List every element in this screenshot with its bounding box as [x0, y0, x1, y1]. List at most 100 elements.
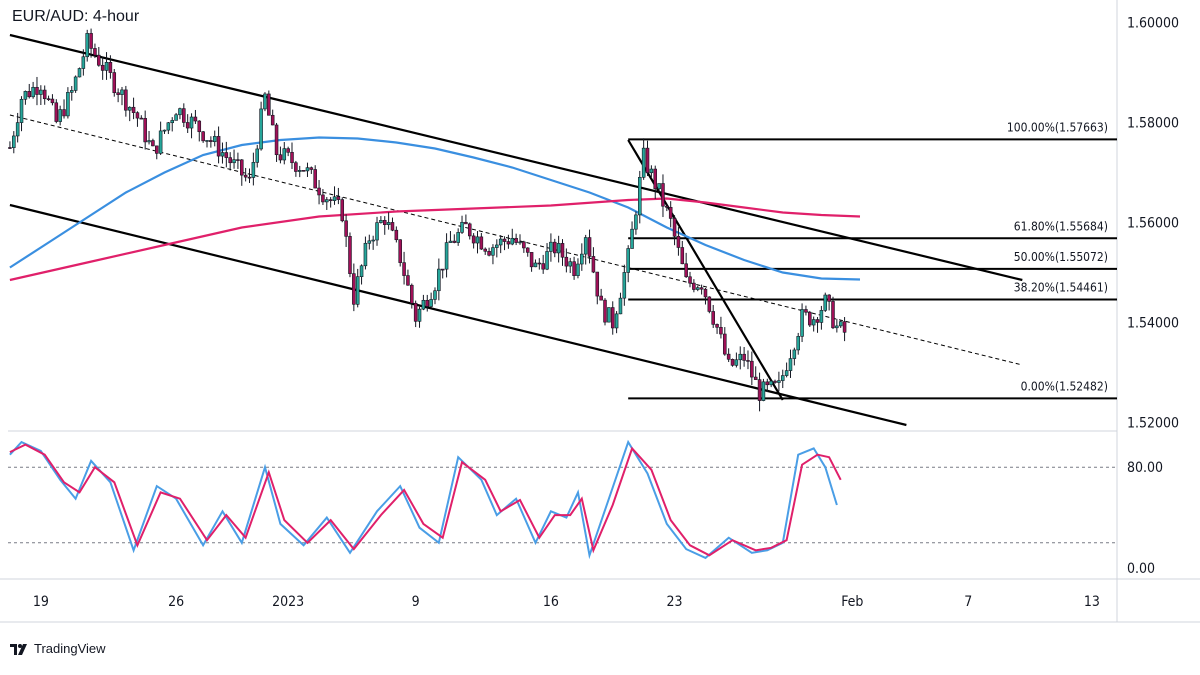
candle — [773, 379, 777, 384]
candle — [359, 264, 364, 285]
candle-body — [460, 221, 464, 233]
candle — [595, 271, 600, 305]
candle-body — [827, 294, 831, 302]
candle — [568, 257, 572, 274]
candle — [97, 46, 101, 67]
trendline-steep-trendline — [627, 139, 784, 401]
candle — [8, 141, 12, 149]
candle-body — [753, 376, 758, 380]
candle-body — [278, 154, 283, 161]
candle — [120, 86, 124, 106]
candle — [607, 307, 611, 323]
candle — [282, 142, 287, 165]
candle — [614, 311, 619, 334]
candle-body — [236, 159, 240, 161]
candle — [336, 187, 341, 205]
candle — [665, 203, 669, 212]
candle-body — [301, 170, 306, 172]
candle — [201, 130, 205, 143]
candle-body — [182, 108, 186, 123]
candle-body — [363, 242, 368, 267]
candle-body — [765, 381, 770, 386]
candle-body — [170, 120, 174, 124]
candle — [212, 130, 217, 147]
candle-body — [784, 370, 789, 376]
candle-body — [174, 114, 178, 121]
candle-body — [274, 124, 279, 156]
candle-body — [325, 199, 329, 203]
candle-body — [831, 301, 835, 329]
candle-body — [220, 152, 225, 157]
candle — [151, 138, 155, 147]
candle — [769, 380, 773, 388]
candle — [251, 152, 256, 186]
candle-body — [556, 243, 561, 254]
candle-body — [514, 237, 518, 243]
candle — [495, 239, 499, 258]
candle-body — [127, 106, 132, 111]
candle-body — [46, 98, 51, 101]
candle-body — [240, 159, 244, 176]
candle — [460, 215, 464, 234]
fib-level-label: 61.80%(1.55684) — [1014, 219, 1108, 233]
candle-body — [410, 284, 414, 304]
candle-body — [336, 196, 341, 200]
candle-body — [166, 122, 171, 131]
candle-body — [371, 239, 375, 242]
candle — [641, 138, 646, 180]
candle-body — [228, 157, 232, 164]
candle-body — [154, 145, 159, 154]
candle-body — [108, 61, 113, 73]
candle — [827, 294, 831, 311]
candlesticks — [8, 28, 847, 412]
candle — [344, 214, 348, 247]
candle-body — [792, 349, 797, 359]
time-axis-label: 23 — [667, 594, 683, 610]
candle-body — [193, 116, 198, 122]
candle-body — [66, 92, 70, 117]
candle — [661, 174, 665, 218]
candle — [525, 247, 530, 257]
candle — [182, 103, 186, 128]
candle — [309, 166, 314, 174]
candle — [610, 301, 615, 335]
fib-level-label: 38.20%(1.54461) — [1014, 280, 1108, 294]
candle — [429, 292, 433, 308]
candle — [382, 216, 387, 235]
candle-body — [661, 183, 665, 207]
candle-body — [819, 310, 824, 323]
candle-body — [201, 131, 205, 142]
candle-body — [440, 268, 445, 271]
candle-body — [58, 109, 62, 122]
candle — [804, 305, 808, 316]
trendlines — [9, 33, 1023, 427]
candle-body — [838, 321, 843, 327]
candle — [247, 168, 252, 184]
time-axis-label: 16 — [543, 594, 559, 610]
candle-body — [510, 237, 515, 245]
candle — [410, 283, 414, 309]
candle-body — [390, 222, 395, 231]
candle — [823, 292, 828, 312]
candle-body — [216, 136, 221, 157]
candle-body — [348, 236, 352, 274]
candle — [784, 362, 789, 378]
candle-body — [657, 183, 661, 190]
candle-body — [15, 122, 20, 137]
candle-body — [185, 122, 190, 129]
time-axis-label: 13 — [1084, 594, 1100, 610]
moving-averages — [9, 136, 861, 282]
candle — [301, 170, 306, 172]
candle — [197, 120, 202, 142]
candle-body — [124, 89, 128, 111]
candle-body — [100, 64, 105, 71]
moving-average-fast-line — [9, 136, 861, 281]
time-axis-label: Feb — [841, 594, 863, 610]
candle-body — [19, 98, 24, 123]
price-axis-label: 1.52000 — [1127, 416, 1179, 432]
candle-body — [622, 272, 627, 299]
candle-body — [359, 265, 364, 277]
candle — [626, 245, 630, 283]
candle — [742, 346, 746, 367]
